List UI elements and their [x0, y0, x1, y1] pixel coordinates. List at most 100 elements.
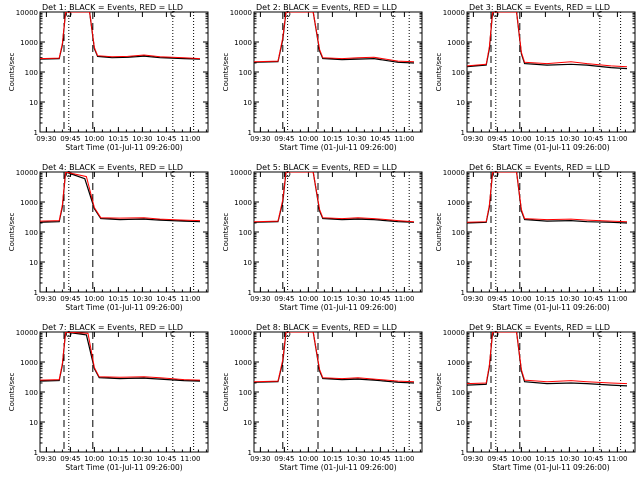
plot-frame	[466, 331, 636, 453]
x-tick-label: 11:00	[180, 455, 200, 463]
panel-title: Det 9: BLACK = Events, RED = LLD	[469, 323, 610, 332]
y-tick-label: 10	[456, 99, 465, 107]
x-tick-label: 10:00	[84, 455, 104, 463]
x-tick-label: 11:00	[607, 455, 627, 463]
lld-series-line	[40, 172, 201, 222]
x-tick-label: 10:45	[156, 295, 176, 303]
x-tick-label: 10:45	[370, 455, 390, 463]
orbit-marker-label: O	[284, 10, 290, 19]
y-tick-label: 100	[452, 389, 465, 397]
orbit-marker-label: C	[390, 10, 396, 19]
x-tick-label: 10:30	[559, 295, 579, 303]
x-tick-label: 10:00	[511, 455, 531, 463]
lld-series-line	[40, 12, 201, 60]
x-tick-label: 10:15	[535, 295, 555, 303]
y-tick-label: 10	[456, 419, 465, 427]
x-tick-label: 11:00	[180, 295, 200, 303]
y-axis-label: Counts/sec	[222, 373, 230, 412]
x-axis-label: Start Time (01-Jul-11 09:26:00)	[65, 463, 182, 472]
orbit-marker-label: C	[390, 330, 396, 339]
panel-title: Det 7: BLACK = Events, RED = LLD	[42, 323, 183, 332]
x-tick-label: 10:30	[132, 295, 152, 303]
x-tick-label: 10:15	[535, 135, 555, 143]
y-axis-label: Counts/sec	[435, 373, 443, 412]
orbit-marker-label: O	[66, 170, 72, 179]
x-tick-label: 10:15	[322, 295, 342, 303]
y-axis-label: Counts/sec	[8, 213, 16, 252]
x-tick-label: 09:30	[36, 455, 56, 463]
x-tick-label: 10:30	[346, 135, 366, 143]
x-tick-label: 10:45	[583, 135, 603, 143]
lld-series-line	[254, 172, 415, 223]
detector-panel: 1 10 100 1000 10000 09:30 09:45 10:00 10:15 10:30…	[8, 323, 209, 472]
x-tick-label: 10:00	[84, 135, 104, 143]
y-tick-label: 1	[461, 289, 465, 297]
x-tick-label: 09:30	[463, 135, 483, 143]
y-tick-label: 10000	[16, 169, 38, 177]
plot-frame	[39, 331, 209, 453]
x-tick-label: 10:45	[583, 295, 603, 303]
y-tick-label: 1000	[234, 359, 252, 367]
x-tick-label: 10:30	[132, 135, 152, 143]
x-axis-label: Start Time (01-Jul-11 09:26:00)	[492, 303, 609, 312]
y-tick-label: 10	[29, 419, 38, 427]
x-tick-label: 09:30	[463, 455, 483, 463]
x-tick-label: 11:00	[607, 135, 627, 143]
y-tick-label: 100	[239, 69, 252, 77]
plot-frame	[466, 11, 636, 133]
y-tick-label: 1000	[20, 39, 38, 47]
lld-series-line	[40, 332, 201, 381]
lld-series-line	[467, 172, 628, 223]
x-tick-label: 09:45	[274, 455, 294, 463]
orbit-marker-label: O	[493, 170, 499, 179]
x-tick-label: 10:15	[108, 295, 128, 303]
x-tick-label: 09:30	[36, 295, 56, 303]
x-tick-label: 10:30	[346, 295, 366, 303]
panel-title: Det 1: BLACK = Events, RED = LLD	[42, 3, 183, 12]
panel-title: Det 5: BLACK = Events, RED = LLD	[256, 163, 397, 172]
plot-frame	[253, 171, 423, 293]
y-tick-label: 1000	[234, 199, 252, 207]
detector-panel: 1 10 100 1000 10000 09:30 09:45 10:00 10:15 10:30…	[8, 163, 209, 312]
y-tick-label: 10	[243, 99, 252, 107]
x-tick-label: 10:00	[511, 135, 531, 143]
x-tick-label: 09:30	[250, 295, 270, 303]
x-tick-label: 10:00	[511, 295, 531, 303]
y-tick-label: 1	[248, 129, 252, 137]
x-tick-label: 09:45	[487, 135, 507, 143]
y-axis-label: Counts/sec	[435, 53, 443, 92]
lld-series-line	[467, 12, 628, 68]
x-tick-label: 10:00	[84, 295, 104, 303]
plot-frame	[466, 171, 636, 293]
y-tick-label: 10000	[230, 169, 252, 177]
x-tick-label: 09:45	[487, 295, 507, 303]
orbit-marker-label: O	[66, 10, 72, 19]
x-tick-label: 09:45	[274, 135, 294, 143]
y-tick-label: 1	[461, 129, 465, 137]
y-tick-label: 1	[34, 449, 38, 457]
y-tick-label: 1	[248, 449, 252, 457]
x-tick-label: 10:45	[156, 135, 176, 143]
x-tick-label: 09:45	[60, 295, 80, 303]
y-tick-label: 1	[34, 289, 38, 297]
orbit-marker-label: C	[597, 170, 603, 179]
x-axis-label: Start Time (01-Jul-11 09:26:00)	[279, 143, 396, 152]
panel-title: Det 3: BLACK = Events, RED = LLD	[469, 3, 610, 12]
y-tick-label: 100	[25, 229, 38, 237]
x-tick-label: 10:15	[108, 135, 128, 143]
x-axis-label: Start Time (01-Jul-11 09:26:00)	[492, 143, 609, 152]
lld-series-line	[467, 332, 628, 385]
y-tick-label: 10000	[443, 169, 465, 177]
y-tick-label: 100	[25, 69, 38, 77]
orbit-marker-label: C	[170, 330, 176, 339]
x-tick-label: 10:30	[559, 135, 579, 143]
y-tick-label: 10000	[443, 329, 465, 337]
x-tick-label: 10:15	[535, 455, 555, 463]
x-axis-label: Start Time (01-Jul-11 09:26:00)	[492, 463, 609, 472]
x-axis-label: Start Time (01-Jul-11 09:26:00)	[65, 143, 182, 152]
events-series-line	[254, 172, 415, 223]
y-tick-label: 10	[456, 259, 465, 267]
y-tick-label: 100	[25, 389, 38, 397]
x-tick-label: 11:00	[607, 295, 627, 303]
x-axis-label: Start Time (01-Jul-11 09:26:00)	[279, 463, 396, 472]
